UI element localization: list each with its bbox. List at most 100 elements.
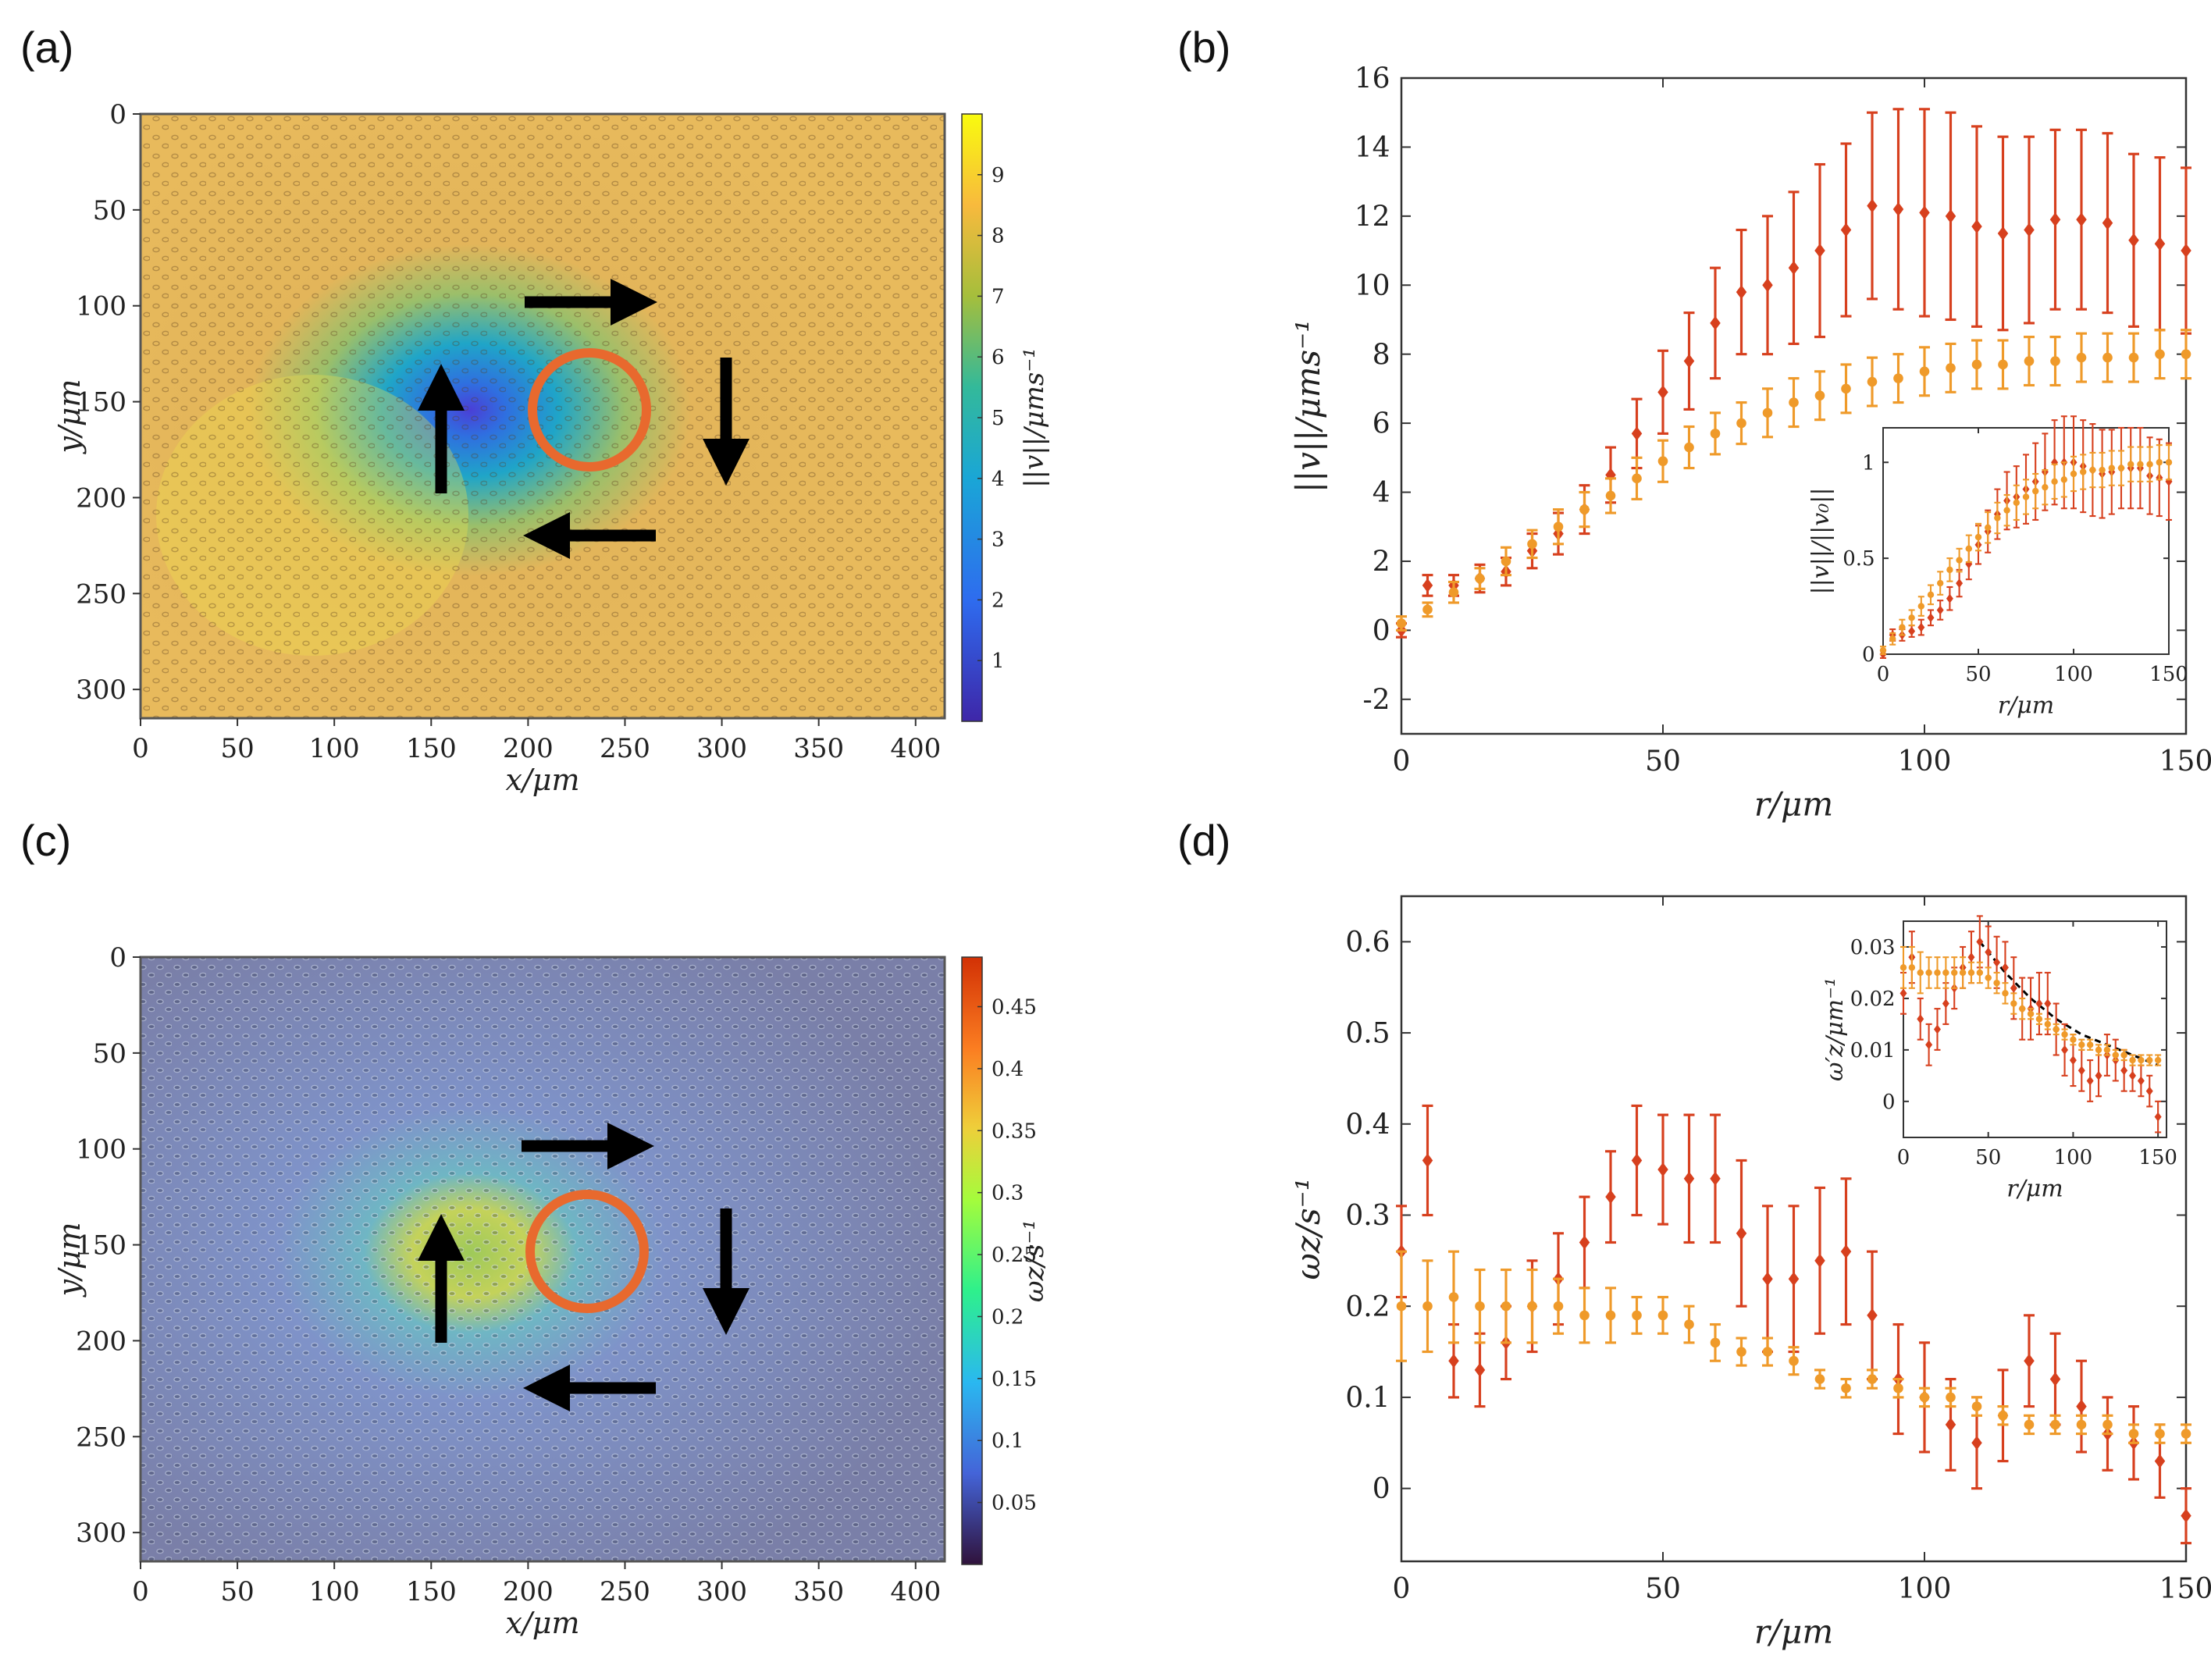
heatmap-c-xtick-label: 250: [600, 1576, 650, 1607]
heatmap-a-xtick-label: 350: [793, 733, 844, 764]
chart-b-point-red: [2076, 212, 2087, 227]
chart-b-point-orange: [1736, 418, 1746, 429]
chart-d-inset-point-red: [2069, 1055, 2077, 1066]
chart-d-inset-point-orange: [2035, 1016, 2043, 1023]
chart-d-point-orange: [1946, 1392, 1956, 1403]
chart-d-point-orange: [1448, 1292, 1459, 1302]
chart-b-point-red: [1683, 354, 1695, 368]
chart-b-inset-xlabel: r/μm: [1998, 692, 2054, 719]
heatmap-c-cbar-tick-label: 0.45: [992, 996, 1037, 1020]
chart-d-point-orange: [1475, 1301, 1485, 1312]
heatmap-c-ytick-label: 100: [76, 1134, 126, 1166]
heatmap-c: [139, 956, 983, 1565]
chart-d-point-orange: [1553, 1301, 1564, 1312]
chart-d-point-red: [2181, 1508, 2191, 1523]
chart-d-inset-point-orange: [1934, 969, 1941, 977]
chart-b-ylabel: ||v||/μms⁻¹: [1289, 319, 1327, 493]
chart-d-inset-point-red: [2001, 963, 2009, 973]
colorbar-c: [961, 956, 983, 1565]
chart-b-point-orange: [1579, 504, 1590, 514]
chart-b-inset-point-orange: [2060, 476, 2067, 483]
chart-d-inset-ylabel: ω′z/μm⁻¹: [1821, 977, 1849, 1081]
chart-d-inset-point-orange: [2103, 1046, 2111, 1054]
chart-b-ytick-label: -2: [1363, 684, 1390, 716]
heatmap-a-ytick-label: 150: [76, 387, 126, 418]
heatmap-c-cells: [141, 957, 945, 1561]
chart-d-inset-point-orange: [2078, 1041, 2085, 1048]
chart-b-inset: 0 50 100 150 0 0.5 1 r/μm ||v||/||v₀||: [1807, 415, 2188, 719]
chart-d-inset-point-red: [1993, 957, 2001, 967]
chart-d-point-red: [1605, 1190, 1616, 1205]
chart-d-inset-point-orange: [2146, 1056, 2153, 1064]
chart-d-inset-point-orange: [1942, 969, 1949, 977]
chart-d-ytick-label: 0.4: [1345, 1109, 1390, 1141]
chart-d-point-orange: [2076, 1419, 2087, 1430]
chart-b-inset-point-orange: [1899, 624, 1906, 631]
chart-d-inset-point-orange: [1985, 974, 1992, 981]
chart-d-point-orange: [1789, 1355, 1799, 1366]
heatmap-a-cbar-tick-label: 1: [992, 650, 1005, 673]
chart-d-ytick-label: 0.6: [1345, 927, 1390, 959]
chart-b-point-orange: [2076, 352, 2087, 363]
chart-b-inset-point-orange: [2137, 461, 2144, 468]
chart-b-inset-point-red: [1908, 626, 1916, 636]
heatmap-c-cbar-tick-label: 0.1: [992, 1429, 1024, 1453]
chart-b-inset-point-orange: [2108, 464, 2115, 472]
chart-d-inset-point-red: [1985, 947, 1992, 957]
chart-d-point-red: [2076, 1399, 2087, 1414]
chart-b-inset-point-orange: [2146, 461, 2153, 468]
chart-b-point-orange: [1762, 408, 1773, 418]
chart-b-inset-point-orange: [2051, 478, 2058, 486]
chart-d-point-red: [1788, 1272, 1800, 1287]
chart-b-inset-point-red: [1936, 605, 1944, 615]
chart-d-ytick-label: 0.3: [1345, 1200, 1390, 1232]
chart-d-inset-point-orange: [1959, 969, 1967, 977]
chart-d-point-orange: [1657, 1310, 1668, 1321]
chart-d-point-red: [1683, 1171, 1695, 1186]
heatmap-a-xtick-label: 200: [503, 733, 554, 764]
chart-b-ytick-label: 12: [1355, 201, 1390, 233]
chart-b-ytick-label: 0: [1373, 615, 1390, 647]
chart-d-inset-point-red: [1967, 952, 1975, 963]
chart-d-inset-point-orange: [1951, 969, 1958, 977]
chart-d-inset-point-orange: [2086, 1041, 2094, 1048]
chart-d-inset-point-orange: [1993, 979, 2000, 987]
chart-b-inset-point-orange: [2117, 464, 2125, 472]
heatmap-a-cells: [141, 114, 945, 718]
chart-d-point-orange: [1579, 1310, 1590, 1321]
heatmap-c-cbar-tick-label: 0.3: [992, 1182, 1024, 1205]
chart-b-inset-point-orange: [2165, 459, 2173, 466]
heatmap-a-frame: [139, 112, 946, 720]
chart-d-inset-ytick-label: 0.01: [1850, 1039, 1896, 1062]
chart-d-inset-xlabel: r/μm: [2006, 1175, 2063, 1202]
heatmap-c-xtick-label: 0: [132, 1576, 149, 1607]
chart-d-inset-point-orange: [2070, 1036, 2077, 1043]
chart-d-inset-point-red: [2145, 1086, 2153, 1096]
chart-d-point-orange: [1632, 1310, 1642, 1321]
chart-b-point-orange: [1632, 473, 1642, 484]
chart-d-point-red: [1657, 1162, 1668, 1177]
heatmap-a-cbar-tick-label: 8: [992, 225, 1005, 248]
chart-b-inset-point-orange: [2156, 459, 2163, 466]
chart-b-xtick-label: 0: [1393, 746, 1411, 778]
chart-d-inset-point-orange: [2138, 1056, 2145, 1064]
chart-d-point-red: [1945, 1417, 1956, 1432]
heatmap-a-ytick-label: 0: [109, 99, 126, 130]
heatmap-a-cbar-tick-label: 4: [992, 468, 1005, 491]
chart-d-inset-point-red: [2095, 1070, 2102, 1080]
heatmap-c-cbar-tick-label: 0.25: [992, 1244, 1037, 1267]
heatmap-a-xtick-label: 100: [309, 733, 360, 764]
chart-b-point-red: [1422, 578, 1433, 593]
chart-d-point-orange: [1814, 1374, 1825, 1384]
chart-d-inset-point-orange: [2010, 1000, 2017, 1007]
chart-d-point-orange: [2102, 1419, 2113, 1430]
chart-d-point-orange: [1893, 1383, 1903, 1393]
chart-d-inset-point-red: [2044, 998, 2052, 1009]
chart-b-point-orange: [1553, 521, 1564, 532]
chart-d-point-orange: [1396, 1301, 1407, 1312]
chart-b-inset-point-orange: [1965, 545, 1972, 553]
chart-d-xlabel: r/μm: [1754, 1612, 1833, 1650]
chart-d-inset-point-orange: [1976, 969, 1984, 977]
chart-b-point-red: [1971, 219, 1982, 234]
chart-d-point-orange: [1736, 1347, 1746, 1357]
